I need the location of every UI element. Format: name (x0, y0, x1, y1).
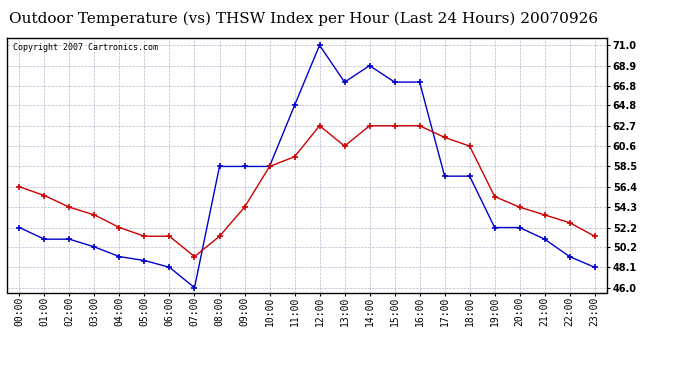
Text: Copyright 2007 Cartronics.com: Copyright 2007 Cartronics.com (13, 43, 158, 52)
Text: Outdoor Temperature (vs) THSW Index per Hour (Last 24 Hours) 20070926: Outdoor Temperature (vs) THSW Index per … (9, 11, 598, 26)
